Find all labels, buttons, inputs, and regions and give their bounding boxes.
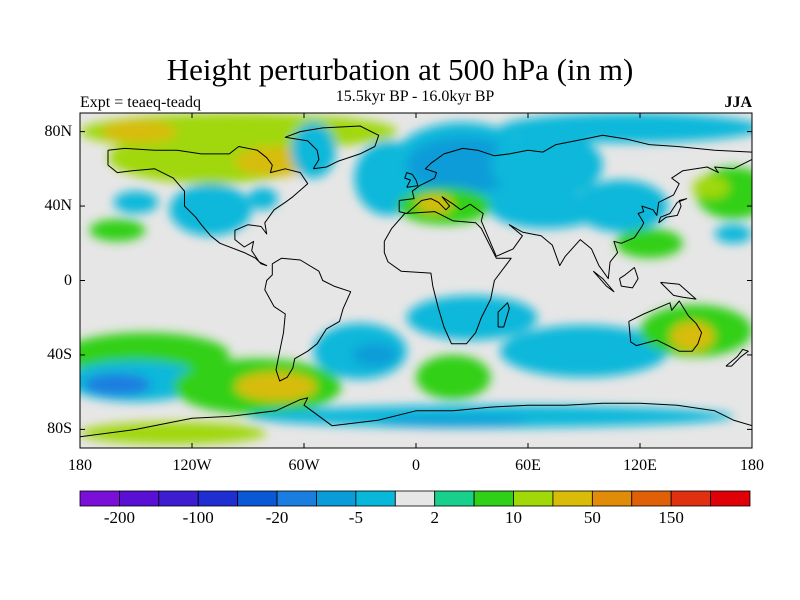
colorbar-label-4: 2 [430,508,439,527]
colorbar-box-9 [434,490,475,507]
experiment-label: Expt = teaeq-teadq [80,94,201,111]
field-region-6 [247,187,278,210]
colorbar-label-1: -100 [182,508,214,527]
field-region-36 [80,421,267,445]
colorbar-box-0 [79,490,120,507]
colorbar-label-3: -5 [348,508,363,527]
field-region-4 [113,191,159,214]
colorbar-box-8 [394,490,436,507]
lon-label-0: 180 [68,457,92,474]
season-label: JJA [724,94,752,111]
coastlines [80,125,752,438]
lon-label-4: 60E [515,457,541,474]
lat-label-4: 80S [47,420,72,438]
coastline-madagascar [497,302,510,328]
coastline-eurasia [398,134,752,280]
lat-label-3: 40S [47,345,72,363]
lon-label-6: 180 [740,457,764,474]
field-region-7 [89,219,146,242]
field-region-19 [692,176,730,199]
field-region-31 [500,325,668,378]
lat-label-0: 80N [44,122,72,140]
colorbar-box-13 [591,490,633,507]
coastline-australia [628,300,703,352]
field-region-30 [416,354,491,400]
coastline-new-guinea [660,281,697,300]
field-region-20 [615,228,683,259]
lat-label-1: 40N [44,197,72,215]
field-region-12 [490,131,603,199]
colorbar [79,490,751,507]
colorbar-box-7 [355,490,396,507]
colorbar-label-0: -200 [103,508,135,527]
lon-label-2: 60W [288,457,320,474]
coastline-antarctica [80,397,752,438]
field-region-17 [574,180,668,233]
coastline-new-zealand [725,348,749,367]
colorbar-box-15 [670,490,711,507]
colorbar-box-3 [197,490,239,507]
field-region-15 [500,113,752,143]
field-region-8 [290,122,336,179]
coastline-north-america [107,146,309,267]
field-region-16 [490,191,603,229]
colorbar-box-6 [316,490,357,507]
field-region-5 [169,183,252,236]
field-region-28 [352,343,398,367]
coastline-greenland [284,125,380,170]
colorbar-box-11 [513,490,554,507]
field-region-34 [247,405,734,428]
colorbar-box-12 [552,490,593,507]
colorbar-label-6: 50 [583,508,601,527]
colorbar-label-5: 10 [505,508,523,527]
coastline-japan [658,198,688,224]
map-subtitle: 15.5kyr BP - 16.0kyr BP [335,88,495,105]
colorbar-box-1 [119,490,160,507]
colorbar-label-7: 150 [658,508,684,527]
coastline-africa [383,211,512,345]
coastline-sumatra [592,270,615,293]
field-region-3 [102,120,178,143]
lon-label-5: 120E [623,457,657,474]
lon-label-3: 0 [412,457,420,474]
field-region-26 [234,371,318,402]
colorbar-box-14 [631,490,672,507]
coastline-south-america [264,257,352,382]
colorbar-box-10 [473,490,514,507]
coastline-great-britain [404,172,419,188]
field-region-21 [714,224,752,244]
lon-label-1: 120W [172,457,212,474]
field-region-24 [83,373,151,396]
colorbar-box-5 [276,490,317,507]
colorbar-box-16 [710,490,751,507]
field-region-33 [669,321,715,352]
coastline-borneo [619,267,639,289]
colorbar-label-2: -20 [265,508,289,527]
field-region-11 [406,137,519,194]
colorbar-box-2 [158,490,199,507]
field-region-29 [406,295,538,341]
field-region-35 [378,416,528,428]
colorbar-box-4 [237,490,278,507]
lat-label-2: 0 [64,271,72,289]
map-title: Height perturbation at 500 hPa (in m) [166,52,634,87]
axis-ticks [79,113,753,448]
